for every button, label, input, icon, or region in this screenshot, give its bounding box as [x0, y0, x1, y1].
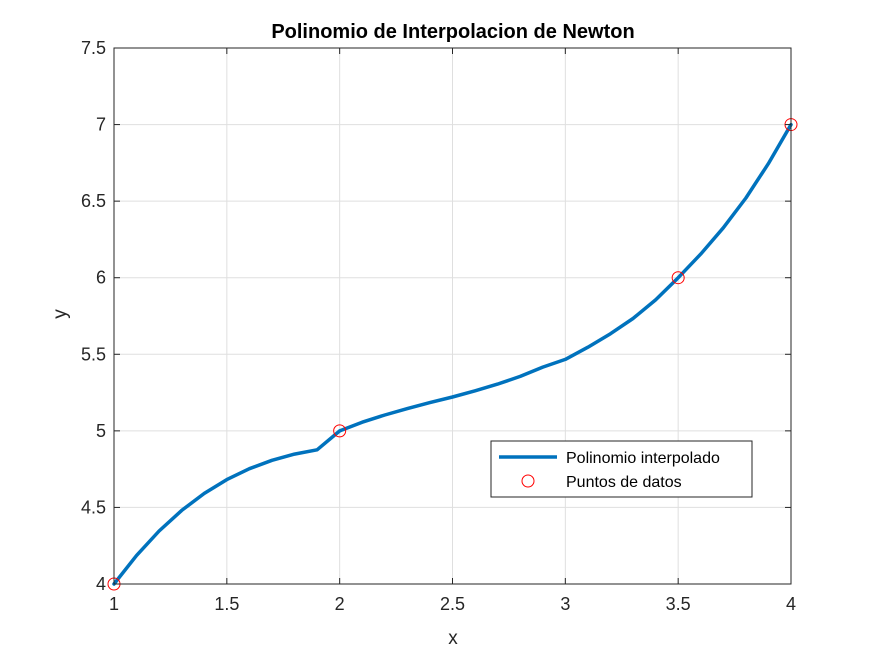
y-tick-label: 7 — [96, 115, 106, 135]
y-tick-label: 7.5 — [81, 38, 106, 58]
legend-label: Polinomio interpolado — [566, 450, 720, 467]
legend-marker-swatch — [521, 474, 535, 488]
x-tick-label: 4 — [786, 594, 796, 614]
grid-lines — [113, 47, 792, 585]
x-tick-label: 1.5 — [214, 594, 239, 614]
x-tick-label: 2.5 — [440, 594, 465, 614]
x-tick-label: 3 — [560, 594, 570, 614]
x-tick-label: 1 — [109, 594, 119, 614]
axes — [113, 47, 792, 585]
chart-title: Polinomio de Interpolacion de Newton — [271, 21, 634, 43]
y-tick-label: 4 — [96, 574, 106, 594]
y-tick-label: 5 — [96, 421, 106, 441]
x-tick-label: 3.5 — [666, 594, 691, 614]
data-point-marker — [333, 424, 347, 438]
x-axis-label: x — [448, 628, 458, 649]
y-tick-label: 4.5 — [81, 497, 106, 517]
data-point-marker — [671, 271, 685, 285]
axes-box — [113, 47, 792, 585]
y-axis-label: y — [50, 309, 71, 319]
legend: Polinomio interpolado Puntos de datos — [490, 440, 753, 498]
series-line-polinomio — [112, 122, 793, 586]
x-tick-label: 2 — [335, 594, 345, 614]
tick-labels: 1 1.5 2 2.5 3 3.5 4 4 4.5 5 5.5 6 6.5 7 7.5 — [81, 38, 796, 614]
y-tick-label: 6 — [96, 268, 106, 288]
y-tick-label: 6.5 — [81, 191, 106, 211]
legend-box — [490, 440, 753, 498]
legend-label: Puntos de datos — [566, 474, 682, 491]
y-tick-label: 5.5 — [81, 344, 106, 364]
